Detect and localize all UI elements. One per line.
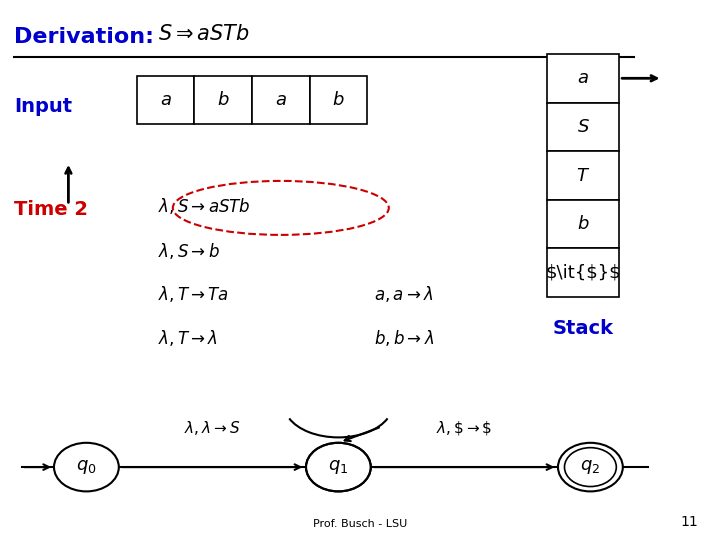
Text: $\it{q_0}$: $\it{q_0}$ — [76, 458, 96, 476]
Text: $\it{q_1}$: $\it{q_1}$ — [328, 458, 348, 476]
Circle shape — [307, 443, 370, 491]
Circle shape — [558, 443, 623, 491]
Text: Input: Input — [14, 97, 73, 116]
Text: Prof. Busch - LSU: Prof. Busch - LSU — [313, 519, 407, 529]
FancyBboxPatch shape — [137, 76, 194, 124]
Text: $\it{a}$: $\it{a}$ — [577, 69, 589, 87]
Text: $\it{b}$: $\it{b}$ — [577, 215, 590, 233]
Text: $\it{S}$: $\it{S}$ — [577, 118, 590, 136]
Text: $b, b \rightarrow \lambda$: $b, b \rightarrow \lambda$ — [374, 327, 435, 348]
Text: $\lambda, \lambda \rightarrow S$: $\lambda, \lambda \rightarrow S$ — [184, 420, 240, 437]
Text: $\it{a}$: $\it{a}$ — [160, 91, 171, 109]
Circle shape — [306, 443, 371, 491]
Text: $\it{T}$: $\it{T}$ — [576, 166, 590, 185]
Text: $\it{b}$: $\it{b}$ — [332, 91, 345, 109]
FancyBboxPatch shape — [547, 200, 619, 248]
FancyBboxPatch shape — [310, 76, 367, 124]
Text: Stack: Stack — [553, 319, 613, 338]
Text: $\it{q_2}$: $\it{q_2}$ — [580, 458, 600, 476]
Text: $\it{a}$: $\it{a}$ — [275, 91, 287, 109]
Text: $a, a \rightarrow \lambda$: $a, a \rightarrow \lambda$ — [374, 284, 434, 305]
Text: Time 2: Time 2 — [14, 200, 89, 219]
FancyBboxPatch shape — [547, 248, 619, 297]
FancyBboxPatch shape — [547, 151, 619, 200]
Text: $\it{$}$: $\it{$}$ — [545, 264, 621, 282]
Text: $\it{b}$: $\it{b}$ — [217, 91, 230, 109]
Text: $\lambda, T \rightarrow \lambda$: $\lambda, T \rightarrow \lambda$ — [158, 327, 218, 348]
FancyBboxPatch shape — [547, 103, 619, 151]
FancyBboxPatch shape — [252, 76, 310, 124]
Text: $\lambda, T \rightarrow Ta$: $\lambda, T \rightarrow Ta$ — [158, 284, 229, 305]
FancyBboxPatch shape — [194, 76, 252, 124]
FancyBboxPatch shape — [547, 54, 619, 103]
Text: $S \Rightarrow aSTb$: $S \Rightarrow aSTb$ — [158, 24, 251, 44]
Text: $\lambda, S \rightarrow aSTb$: $\lambda, S \rightarrow aSTb$ — [158, 196, 251, 217]
Text: 11: 11 — [680, 515, 698, 529]
Circle shape — [54, 443, 119, 491]
Text: Derivation:: Derivation: — [14, 27, 154, 47]
Text: $\lambda, \$ \rightarrow \$$: $\lambda, \$ \rightarrow \$$ — [436, 420, 492, 437]
Text: $\lambda, S \rightarrow b$: $\lambda, S \rightarrow b$ — [158, 241, 220, 261]
